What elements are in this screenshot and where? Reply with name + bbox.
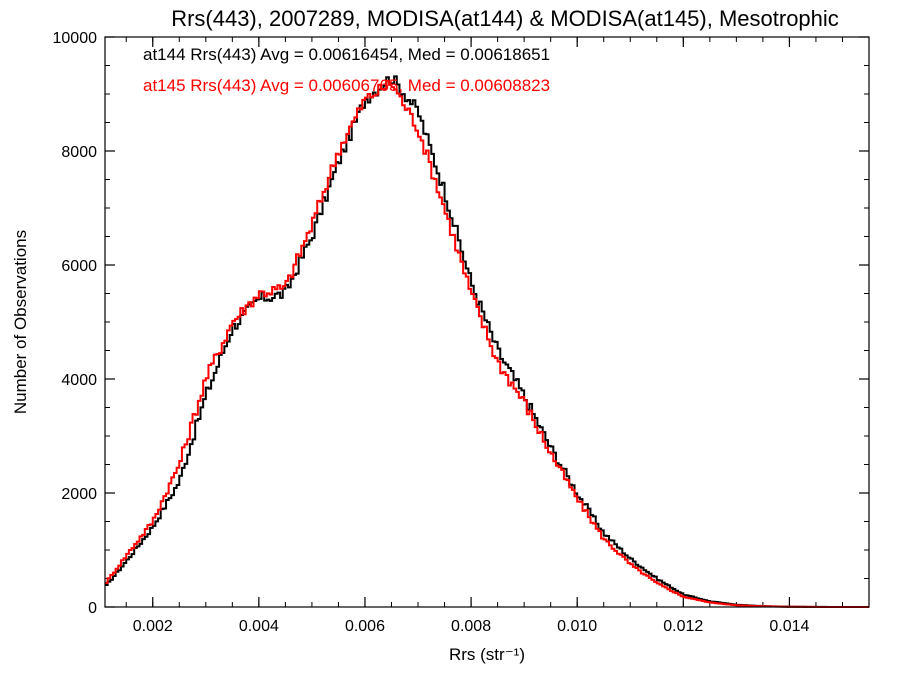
chart-title: Rrs(443), 2007289, MODISA(at144) & MODIS… xyxy=(171,6,839,31)
x-tick-label: 0.008 xyxy=(451,618,491,635)
x-tick-label: 0.010 xyxy=(557,618,597,635)
histogram-series-1 xyxy=(105,75,869,608)
x-axis-ticks: 0.002 0.004 0.006 0.008 0.010 0.012 0.014 xyxy=(125,37,870,635)
x-tick-label: 0.006 xyxy=(345,618,385,635)
y-axis-label: Number of Observations xyxy=(11,230,30,414)
series-group xyxy=(105,75,869,608)
x-axis-label: Rrs (str⁻¹) xyxy=(449,645,525,664)
x-tick-label: 0.002 xyxy=(133,618,173,635)
histogram-series-2 xyxy=(105,79,869,608)
y-tick-label: 10000 xyxy=(53,30,98,47)
y-tick-label: 2000 xyxy=(61,486,97,503)
annotation-line-2: at145 Rrs(443) Avg = 0.00606765, Med = 0… xyxy=(143,76,550,95)
y-axis-ticks: 0 2000 4000 6000 8000 10000 xyxy=(53,30,869,617)
y-tick-label: 6000 xyxy=(61,258,97,275)
x-tick-label: 0.012 xyxy=(663,618,703,635)
x-tick-label: 0.014 xyxy=(769,618,809,635)
annotation-line-1: at144 Rrs(443) Avg = 0.00616454, Med = 0… xyxy=(143,45,550,64)
plot-frame xyxy=(104,36,870,608)
y-tick-label: 8000 xyxy=(61,144,97,161)
legend-annotations: at144 Rrs(443) Avg = 0.00616454, Med = 0… xyxy=(143,45,550,95)
y-tick-label: 4000 xyxy=(61,372,97,389)
x-tick-label: 0.004 xyxy=(239,618,279,635)
y-tick-label: 0 xyxy=(88,600,97,617)
